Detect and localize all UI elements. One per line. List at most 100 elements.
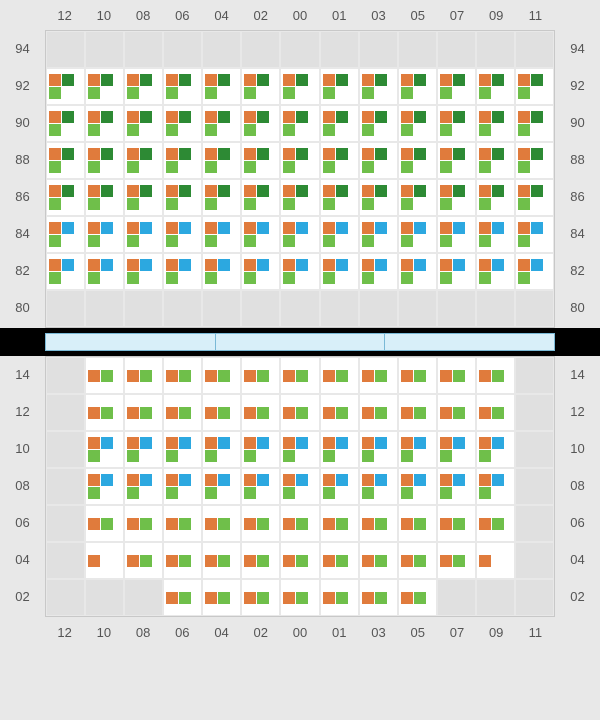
- seat-cell[interactable]: [320, 142, 359, 179]
- seat-cell[interactable]: [515, 216, 554, 253]
- seat-cell[interactable]: [476, 142, 515, 179]
- seat-cell[interactable]: [280, 579, 319, 616]
- seat-cell[interactable]: [398, 179, 437, 216]
- seat-cell[interactable]: [398, 216, 437, 253]
- seat-cell[interactable]: [241, 105, 280, 142]
- seat-cell[interactable]: [437, 542, 476, 579]
- seat-cell[interactable]: [398, 431, 437, 468]
- seat-cell[interactable]: [359, 505, 398, 542]
- seat-cell[interactable]: [280, 179, 319, 216]
- seat-cell[interactable]: [85, 105, 124, 142]
- seat-cell[interactable]: [437, 68, 476, 105]
- seat-cell[interactable]: [163, 179, 202, 216]
- seat-cell[interactable]: [320, 179, 359, 216]
- seat-cell[interactable]: [124, 216, 163, 253]
- seat-cell[interactable]: [85, 431, 124, 468]
- seat-cell[interactable]: [85, 542, 124, 579]
- seat-cell[interactable]: [398, 394, 437, 431]
- seat-cell[interactable]: [359, 68, 398, 105]
- seat-cell[interactable]: [241, 216, 280, 253]
- seat-cell[interactable]: [280, 542, 319, 579]
- seat-cell[interactable]: [163, 542, 202, 579]
- seat-cell[interactable]: [476, 505, 515, 542]
- seat-cell[interactable]: [437, 394, 476, 431]
- seat-cell[interactable]: [124, 357, 163, 394]
- seat-cell[interactable]: [398, 105, 437, 142]
- seat-cell[interactable]: [476, 357, 515, 394]
- seat-cell[interactable]: [320, 579, 359, 616]
- seat-cell[interactable]: [85, 216, 124, 253]
- seat-cell[interactable]: [437, 105, 476, 142]
- seat-cell[interactable]: [46, 142, 85, 179]
- seat-cell[interactable]: [241, 68, 280, 105]
- seat-cell[interactable]: [46, 216, 85, 253]
- seat-cell[interactable]: [163, 105, 202, 142]
- seat-cell[interactable]: [241, 505, 280, 542]
- seat-cell[interactable]: [124, 394, 163, 431]
- seat-cell[interactable]: [85, 68, 124, 105]
- seat-cell[interactable]: [515, 253, 554, 290]
- seat-cell[interactable]: [85, 179, 124, 216]
- seat-cell[interactable]: [398, 253, 437, 290]
- seat-cell[interactable]: [515, 179, 554, 216]
- seat-cell[interactable]: [241, 253, 280, 290]
- seat-cell[interactable]: [280, 394, 319, 431]
- seat-cell[interactable]: [359, 394, 398, 431]
- seat-cell[interactable]: [280, 142, 319, 179]
- seat-cell[interactable]: [85, 394, 124, 431]
- seat-cell[interactable]: [398, 505, 437, 542]
- seat-cell[interactable]: [476, 216, 515, 253]
- seat-cell[interactable]: [320, 542, 359, 579]
- seat-cell[interactable]: [398, 142, 437, 179]
- seat-cell[interactable]: [124, 431, 163, 468]
- seat-cell[interactable]: [359, 216, 398, 253]
- seat-cell[interactable]: [280, 105, 319, 142]
- seat-cell[interactable]: [359, 179, 398, 216]
- seat-cell[interactable]: [202, 68, 241, 105]
- seat-cell[interactable]: [320, 431, 359, 468]
- seat-cell[interactable]: [163, 68, 202, 105]
- seat-cell[interactable]: [515, 142, 554, 179]
- seat-cell[interactable]: [476, 179, 515, 216]
- seat-cell[interactable]: [202, 431, 241, 468]
- seat-cell[interactable]: [163, 468, 202, 505]
- seat-cell[interactable]: [124, 468, 163, 505]
- seat-cell[interactable]: [437, 179, 476, 216]
- seat-cell[interactable]: [85, 505, 124, 542]
- seat-cell[interactable]: [515, 105, 554, 142]
- seat-cell[interactable]: [202, 105, 241, 142]
- seat-cell[interactable]: [124, 179, 163, 216]
- seat-cell[interactable]: [437, 468, 476, 505]
- seat-cell[interactable]: [241, 394, 280, 431]
- seat-cell[interactable]: [398, 468, 437, 505]
- seat-cell[interactable]: [320, 394, 359, 431]
- seat-cell[interactable]: [85, 142, 124, 179]
- seat-cell[interactable]: [398, 68, 437, 105]
- seat-cell[interactable]: [476, 468, 515, 505]
- seat-cell[interactable]: [163, 216, 202, 253]
- seat-cell[interactable]: [163, 579, 202, 616]
- seat-cell[interactable]: [359, 542, 398, 579]
- seat-cell[interactable]: [163, 505, 202, 542]
- seat-cell[interactable]: [359, 431, 398, 468]
- seat-cell[interactable]: [202, 253, 241, 290]
- seat-cell[interactable]: [163, 431, 202, 468]
- seat-cell[interactable]: [280, 216, 319, 253]
- seat-cell[interactable]: [202, 394, 241, 431]
- seat-cell[interactable]: [476, 431, 515, 468]
- seat-cell[interactable]: [437, 216, 476, 253]
- seat-cell[interactable]: [476, 105, 515, 142]
- seat-cell[interactable]: [241, 357, 280, 394]
- seat-cell[interactable]: [398, 357, 437, 394]
- seat-cell[interactable]: [320, 68, 359, 105]
- seat-cell[interactable]: [359, 105, 398, 142]
- seat-cell[interactable]: [476, 542, 515, 579]
- seat-cell[interactable]: [124, 105, 163, 142]
- seat-cell[interactable]: [163, 357, 202, 394]
- seat-cell[interactable]: [202, 505, 241, 542]
- seat-cell[interactable]: [398, 579, 437, 616]
- seat-cell[interactable]: [437, 505, 476, 542]
- seat-cell[interactable]: [46, 68, 85, 105]
- seat-cell[interactable]: [320, 253, 359, 290]
- seat-cell[interactable]: [280, 357, 319, 394]
